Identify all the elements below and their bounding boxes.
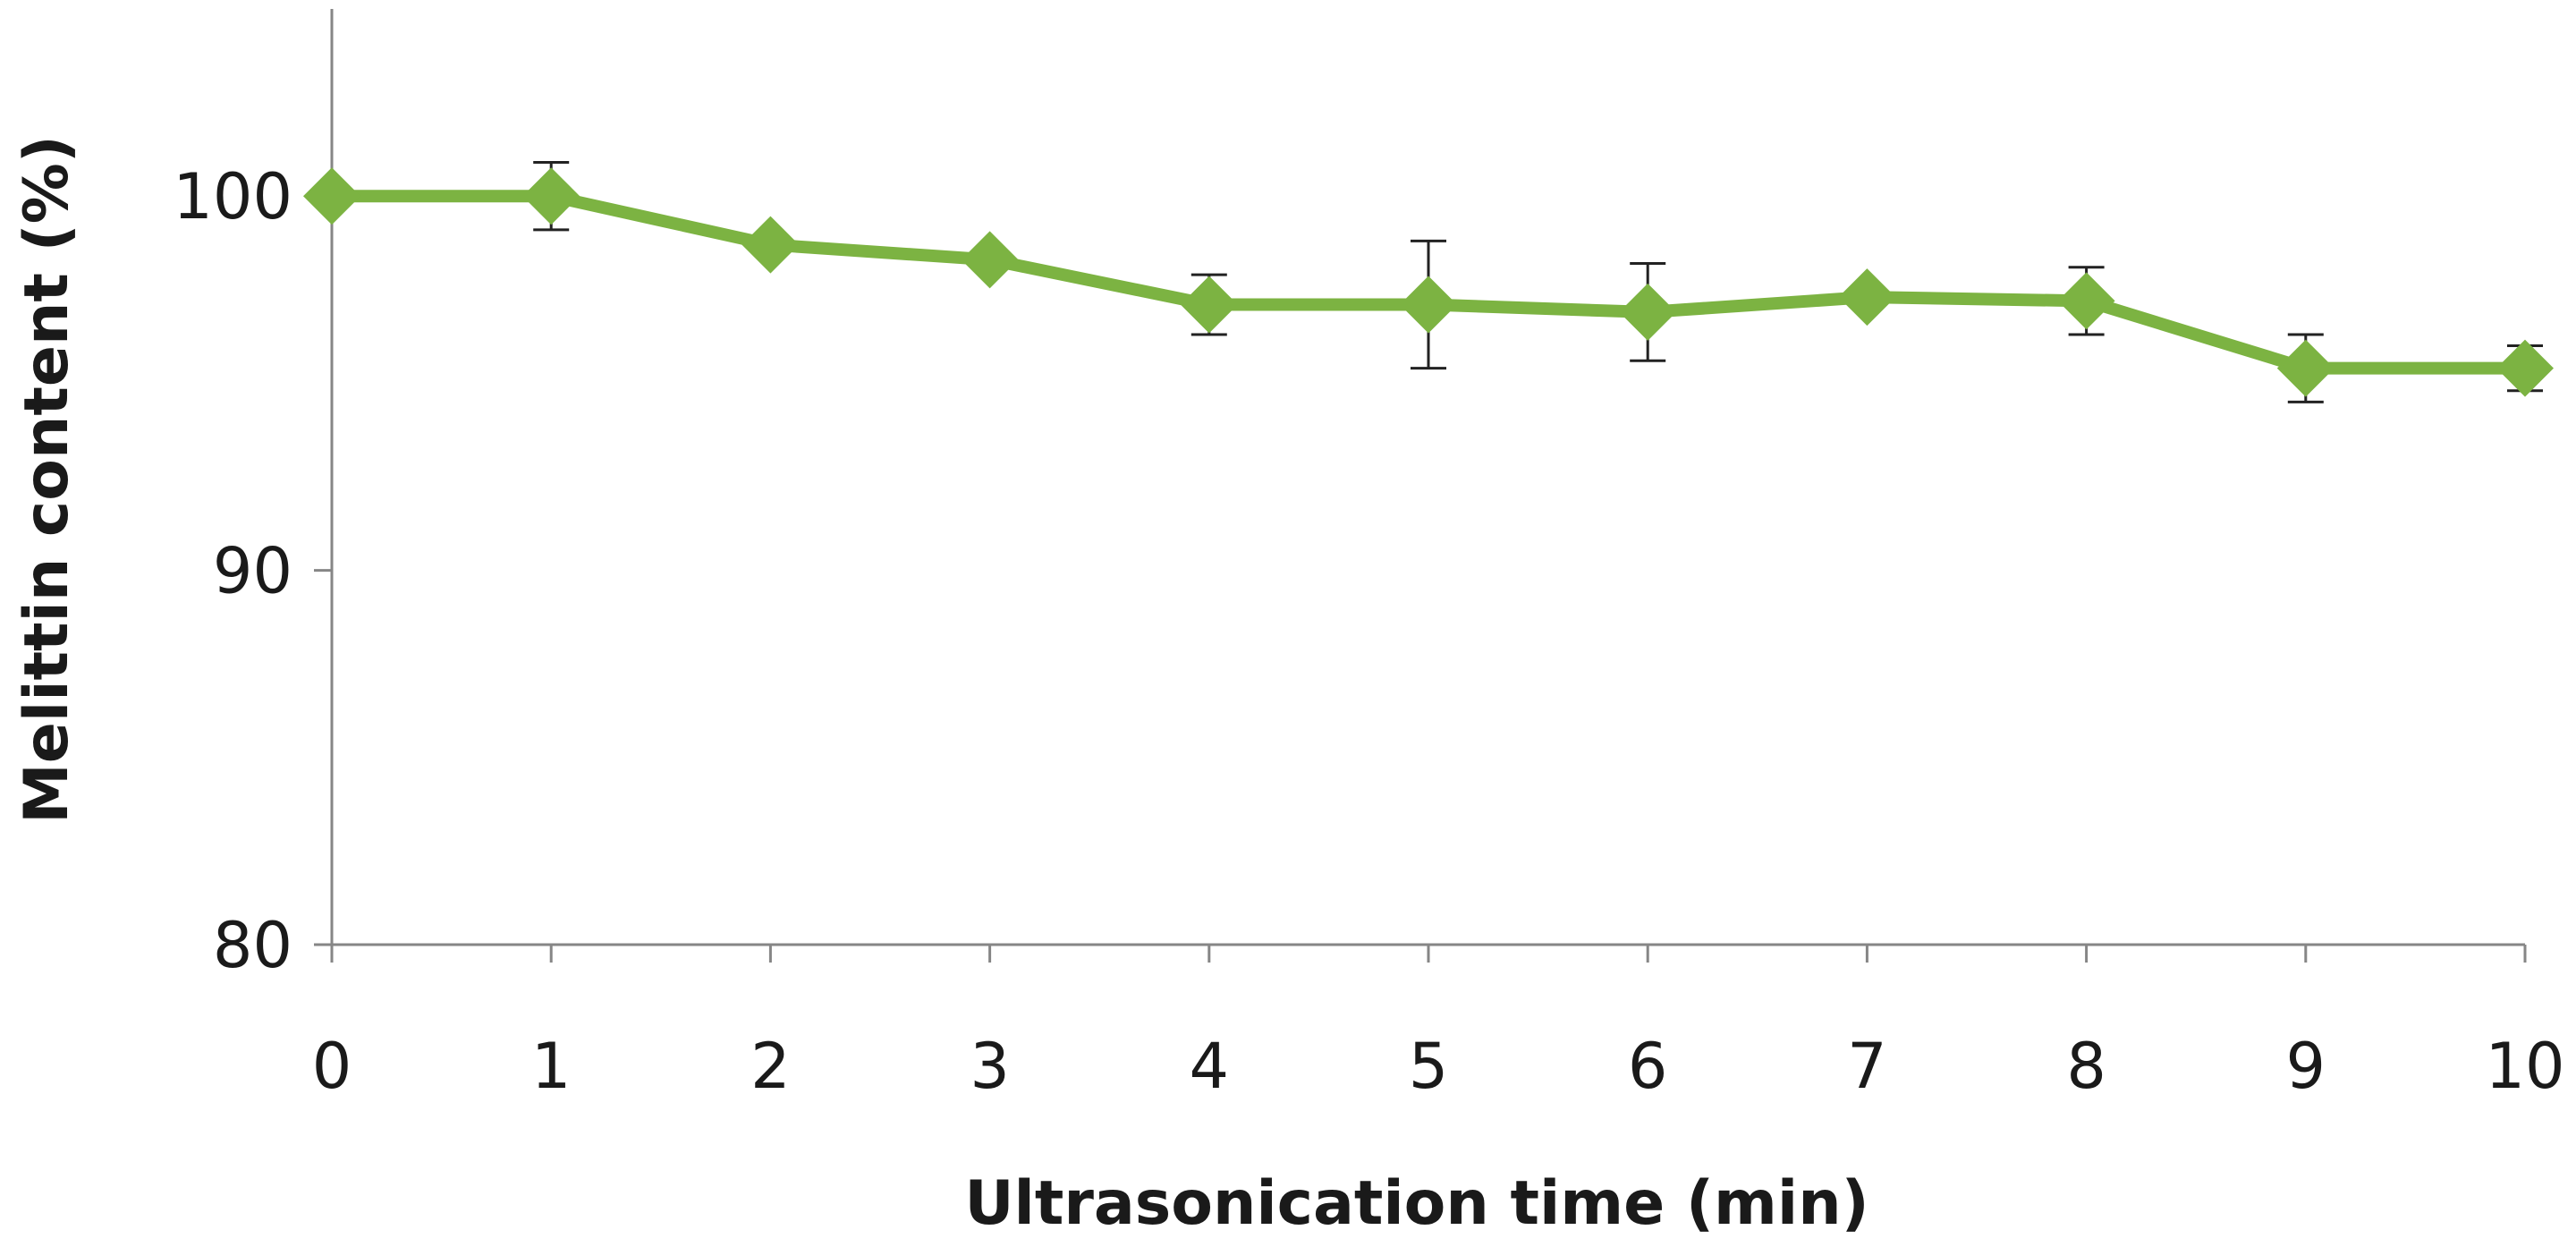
y-tick-label: 90 xyxy=(213,535,292,608)
x-tick-label: 8 xyxy=(2066,1030,2106,1103)
y-axis-title: Melittin content (%) xyxy=(12,135,82,824)
y-tick-label: 100 xyxy=(173,160,292,233)
x-tick-label: 7 xyxy=(1847,1030,1887,1103)
y-tick-label: 80 xyxy=(213,909,292,982)
x-tick-label: 10 xyxy=(2485,1030,2564,1103)
data-point-marker xyxy=(303,167,360,225)
data-point-marker xyxy=(1400,276,1457,334)
data-point-marker xyxy=(2057,272,2115,330)
data-point-marker xyxy=(2276,339,2334,397)
axes xyxy=(330,9,2525,946)
x-axis-title: Ultrasonication time (min) xyxy=(964,1168,1868,1239)
ticks: 80 90 100 0 1 2 3 4 5 6 7 8 9 10 xyxy=(173,160,2564,1103)
data-point-marker xyxy=(961,231,1019,289)
x-tick-label: 2 xyxy=(750,1030,791,1103)
error-bars xyxy=(533,161,2543,403)
x-tick-label: 5 xyxy=(1409,1030,1449,1103)
data-point-marker xyxy=(1619,283,1677,341)
data-point-marker xyxy=(741,216,800,274)
data-point-marker xyxy=(2496,339,2554,397)
data-point-marker xyxy=(1838,268,1896,327)
x-tick-label: 6 xyxy=(1628,1030,1668,1103)
x-tick-label: 0 xyxy=(312,1030,352,1103)
x-tick-label: 3 xyxy=(970,1030,1010,1103)
data-point-marker xyxy=(522,167,580,225)
x-tick-label: 9 xyxy=(2286,1030,2326,1103)
data-point-marker xyxy=(1180,276,1238,334)
markers xyxy=(303,167,2554,397)
x-tick-label: 4 xyxy=(1190,1030,1230,1103)
x-tick-label: 1 xyxy=(531,1030,572,1103)
